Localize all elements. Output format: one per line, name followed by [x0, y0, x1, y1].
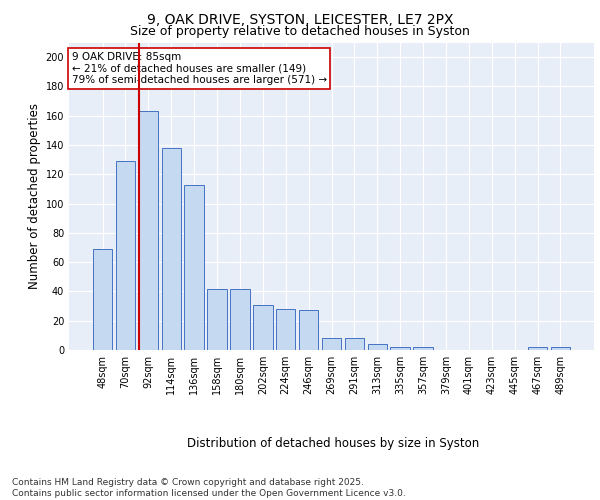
- Bar: [93, 249, 112, 350]
- Bar: [322, 338, 341, 350]
- Bar: [299, 310, 319, 350]
- Bar: [139, 112, 158, 350]
- Text: 9, OAK DRIVE, SYSTON, LEICESTER, LE7 2PX: 9, OAK DRIVE, SYSTON, LEICESTER, LE7 2PX: [147, 12, 453, 26]
- Bar: [208, 288, 227, 350]
- Bar: [344, 338, 364, 350]
- Bar: [161, 148, 181, 350]
- Bar: [230, 288, 250, 350]
- Bar: [413, 347, 433, 350]
- Bar: [391, 347, 410, 350]
- Bar: [184, 184, 204, 350]
- Text: Distribution of detached houses by size in Syston: Distribution of detached houses by size …: [187, 438, 479, 450]
- Bar: [276, 309, 295, 350]
- Bar: [116, 161, 135, 350]
- Bar: [551, 347, 570, 350]
- Text: 9 OAK DRIVE: 85sqm
← 21% of detached houses are smaller (149)
79% of semi-detach: 9 OAK DRIVE: 85sqm ← 21% of detached hou…: [71, 52, 327, 85]
- Text: Contains HM Land Registry data © Crown copyright and database right 2025.
Contai: Contains HM Land Registry data © Crown c…: [12, 478, 406, 498]
- Y-axis label: Number of detached properties: Number of detached properties: [28, 104, 41, 289]
- Bar: [253, 304, 272, 350]
- Bar: [528, 347, 547, 350]
- Text: Size of property relative to detached houses in Syston: Size of property relative to detached ho…: [130, 25, 470, 38]
- Bar: [368, 344, 387, 350]
